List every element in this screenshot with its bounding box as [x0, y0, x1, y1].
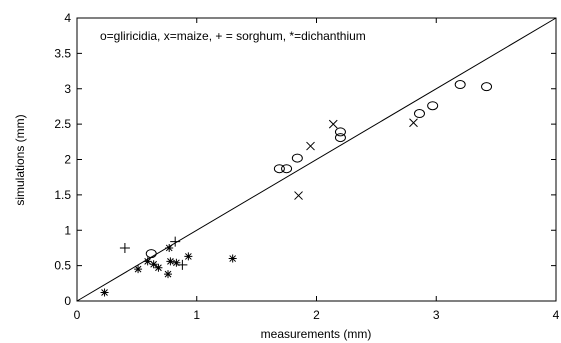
gliricidia-point: [413, 109, 425, 119]
dichanthium-point: [100, 288, 109, 297]
dichanthium-point: [166, 257, 175, 266]
y-tick-label: 4: [64, 11, 71, 25]
legend-text: o=gliricidia, x=maize, + = sorghum, *=di…: [100, 29, 366, 43]
gliricidia-point: [427, 101, 439, 111]
dichanthium-point: [154, 263, 163, 272]
y-tick-label: 2: [64, 153, 71, 167]
plot-area: 0 1 2 3 4 0 0.5 1 1.5 2 2.5 3 3.5 4: [54, 11, 559, 322]
y-tick-label: 3.5: [54, 46, 71, 60]
dichanthium-point: [165, 243, 174, 252]
dichanthium-point: [134, 265, 143, 274]
maize-point: [294, 191, 303, 200]
maize-point: [409, 118, 418, 128]
gliricidia-point: [281, 164, 293, 174]
y-tick-label: 0: [64, 294, 71, 308]
gliricidia-point: [273, 164, 285, 174]
x-tick-label: 1: [193, 308, 200, 322]
x-tick-label: 2: [313, 308, 320, 322]
dichanthium-point: [184, 252, 193, 261]
data-markers: [100, 80, 493, 297]
y-axis-label: simulations (mm): [13, 114, 27, 205]
dichanthium-point: [172, 258, 181, 267]
series-maize: [294, 118, 418, 200]
x-axis-label: measurements (mm): [261, 327, 372, 341]
gliricidia-point: [334, 133, 346, 143]
x-tick-label: 3: [433, 308, 440, 322]
y-tick-label: 1: [64, 223, 71, 237]
dichanthium-point: [164, 270, 173, 279]
gliricidia-point: [145, 249, 157, 259]
axis-ticks: 0 1 2 3 4 0 0.5 1 1.5 2 2.5 3 3.5 4: [54, 11, 559, 322]
sorghum-point: [170, 236, 181, 247]
one-to-one-reference-line: [76, 17, 557, 302]
gliricidia-point: [481, 82, 493, 92]
maize-point: [306, 141, 315, 151]
dichanthium-point: [149, 260, 158, 269]
y-tick-label: 2.5: [54, 117, 71, 131]
gliricidia-point: [334, 127, 346, 137]
y-tick-label: 1.5: [54, 188, 71, 202]
gliricidia-point: [454, 80, 466, 90]
x-tick-label: 0: [74, 308, 81, 322]
x-tick-label: 4: [553, 308, 560, 322]
maize-point: [328, 119, 338, 129]
dichanthium-point: [228, 254, 237, 263]
dichanthium-point: [143, 257, 152, 266]
y-tick-label: 3: [64, 82, 71, 96]
series-gliricidia: [145, 80, 493, 259]
y-tick-label: 0.5: [54, 259, 71, 273]
gliricidia-point: [291, 153, 303, 163]
series-sorghum: [119, 236, 188, 270]
series-dichanthium: [100, 243, 237, 297]
sorghum-point: [119, 242, 130, 253]
